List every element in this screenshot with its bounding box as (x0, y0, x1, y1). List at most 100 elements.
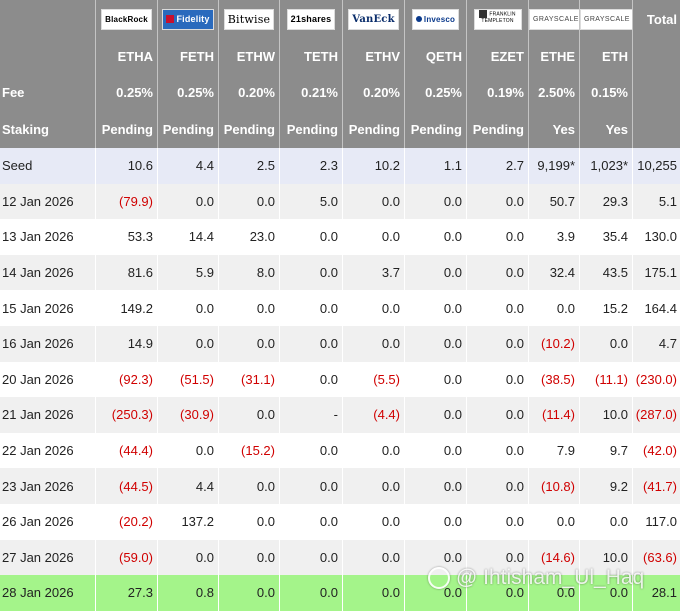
row-total: 175.1 (633, 254, 680, 291)
staking-cell: Yes (580, 111, 633, 148)
flow-cell: 0.0 (343, 468, 405, 504)
table-row: 13 Jan 2026 53.3 14.4 23.0 0.0 0.0 0.0 0.0 3.9 35… (0, 219, 680, 255)
flow-cell: 0.0 (405, 183, 467, 220)
flow-cell: 0.0 (219, 468, 280, 504)
flow-cell: 8.0 (219, 254, 280, 291)
flow-cell: 0.0 (405, 539, 467, 576)
fee-cell: 0.21% (280, 74, 343, 111)
ticker-cell: QETH (405, 38, 467, 74)
flow-cell: 10.0 (580, 539, 633, 576)
flow-cell: 0.0 (467, 219, 529, 255)
flow-cell: 0.0 (405, 290, 467, 326)
row-total: 4.7 (633, 325, 680, 362)
staking-cell: Pending (219, 111, 280, 148)
flow-cell: 0.0 (219, 539, 280, 576)
flow-cell: (5.5) (343, 361, 405, 398)
fee-cell: 2.50% (529, 74, 580, 111)
flow-cell: (44.4) (96, 432, 158, 469)
flow-cell: 0.0 (529, 575, 580, 611)
flow-cell: 0.0 (343, 290, 405, 326)
flow-cell: 3.7 (343, 254, 405, 291)
issuer-logo-cell: BlackRock (96, 0, 158, 38)
flow-cell: 0.0 (405, 432, 467, 469)
fee-row: Fee 0.25% 0.25% 0.20% 0.21% 0.20% 0.25% 0.19% 2.… (0, 74, 680, 111)
franklin-templeton-logo: FRANKLIN TEMPLETON (473, 8, 522, 30)
issuer-logo-cell: GRAYSCALE (580, 0, 633, 38)
ticker-cell: ETHW (219, 38, 280, 74)
issuer-logo-text: 21shares (290, 13, 332, 24)
flow-cell: 0.0 (467, 468, 529, 504)
bitwise-logo: Bitwise (223, 8, 275, 30)
ticker-cell: ETHV (343, 38, 405, 74)
row-date: 12 Jan 2026 (0, 183, 96, 220)
flow-cell: 53.3 (96, 219, 158, 255)
flow-cell: - (280, 397, 343, 433)
flow-cell: 0.0 (343, 575, 405, 611)
ticker-cell: EZET (467, 38, 529, 74)
flow-cell: 149.2 (96, 290, 158, 326)
flow-cell: 29.3 (580, 183, 633, 220)
flow-cell: 14.4 (158, 219, 219, 255)
flow-cell: 0.0 (158, 183, 219, 220)
flow-cell: 0.0 (467, 539, 529, 576)
staking-cell: Pending (467, 111, 529, 148)
flow-cell: (31.1) (219, 361, 280, 398)
flow-cell: 4.4 (158, 148, 219, 184)
flow-cell: 0.0 (405, 575, 467, 611)
flow-cell: (4.4) (343, 397, 405, 433)
table-row: 27 Jan 2026 (59.0) 0.0 0.0 0.0 0.0 0.0 0.0 (14.6… (0, 539, 680, 576)
table-row: 16 Jan 2026 14.9 0.0 0.0 0.0 0.0 0.0 0.0 (10.2) 0… (0, 325, 680, 362)
issuer-logo-cell: Invesco (405, 0, 467, 38)
flow-cell: 0.0 (280, 468, 343, 504)
row-date: 23 Jan 2026 (0, 468, 96, 504)
flow-cell: 0.0 (280, 539, 343, 576)
flow-cell: 0.0 (158, 325, 219, 362)
row-total: (287.0) (633, 397, 680, 433)
row-total: 28.1 (633, 575, 680, 611)
flow-cell: 9,199* (529, 148, 580, 184)
flow-cell: (11.1) (580, 361, 633, 398)
flow-cell: 0.0 (280, 361, 343, 398)
fee-cell: 0.25% (158, 74, 219, 111)
flow-cell: 0.0 (158, 432, 219, 469)
issuer-logo-cell: 21shares (280, 0, 343, 38)
flow-cell: 5.0 (280, 183, 343, 220)
staking-cell: Pending (280, 111, 343, 148)
flow-cell: 0.0 (343, 219, 405, 255)
issuer-logo-text: Bitwise (227, 12, 271, 26)
flow-cell: 0.0 (580, 575, 633, 611)
flow-cell: 0.0 (280, 219, 343, 255)
row-total: 130.0 (633, 219, 680, 255)
fidelity-logo: Fidelity (162, 8, 214, 30)
issuer-logo-text: BlackRock (105, 14, 148, 24)
row-total: (230.0) (633, 361, 680, 398)
grayscale-logo: GRAYSCALE (529, 8, 579, 30)
flow-cell: 14.9 (96, 325, 158, 362)
flow-cell: 0.0 (467, 183, 529, 220)
flow-cell: 0.0 (529, 290, 580, 326)
flow-cell: 0.0 (280, 254, 343, 291)
flow-cell: 0.0 (280, 325, 343, 362)
fee-cell: 0.20% (343, 74, 405, 111)
flow-cell: 0.0 (219, 397, 280, 433)
staking-cell: Pending (96, 111, 158, 148)
staking-cell: Pending (405, 111, 467, 148)
flow-cell: (15.2) (219, 432, 280, 469)
flow-cell: 0.0 (467, 397, 529, 433)
flow-cell: 0.0 (405, 254, 467, 291)
flow-cell: (51.5) (158, 361, 219, 398)
flow-cell: 1,023* (580, 148, 633, 184)
issuer-logo-text: VanEck (352, 13, 395, 25)
flow-cell: 0.0 (580, 325, 633, 362)
table-row: Seed 10.6 4.4 2.5 2.3 10.2 1.1 2.7 9,199* 1,023* 1… (0, 148, 680, 184)
grayscale-logo: GRAYSCALE (580, 8, 632, 30)
table-row: 23 Jan 2026 (44.5) 4.4 0.0 0.0 0.0 0.0 0.0 (10.8… (0, 468, 680, 504)
flow-cell: 50.7 (529, 183, 580, 220)
ticker-total-blank (633, 38, 680, 74)
ticker-cell: ETH (580, 38, 633, 74)
flow-cell: (10.2) (529, 325, 580, 362)
issuer-logo-cell: GRAYSCALE (529, 0, 580, 38)
flow-cell: 0.0 (280, 290, 343, 326)
issuer-logo-cell: FRANKLIN TEMPLETON (467, 0, 529, 38)
flow-cell: 0.0 (405, 361, 467, 398)
